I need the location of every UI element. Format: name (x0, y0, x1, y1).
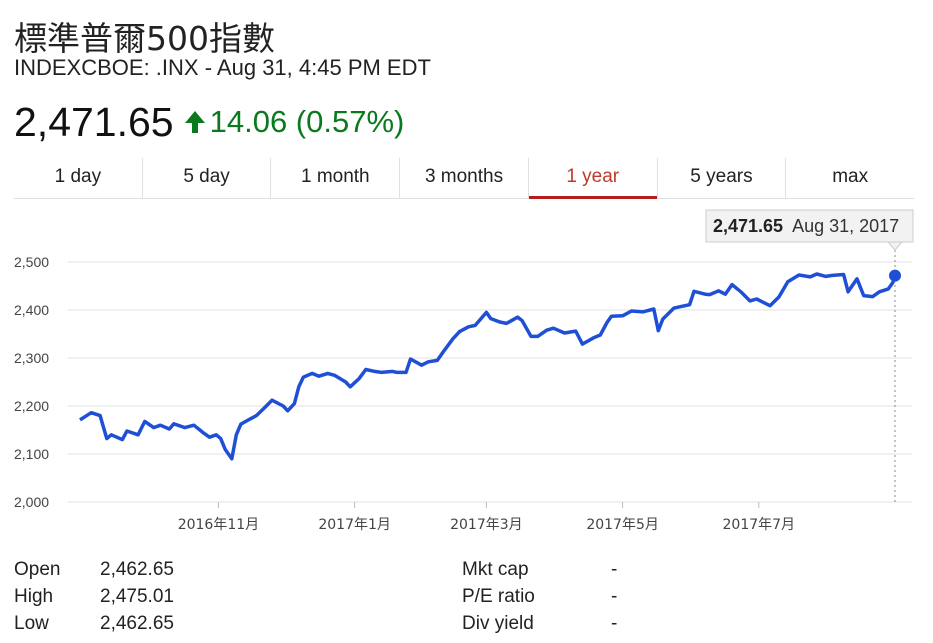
y-tick-label: 2,000 (14, 494, 49, 510)
tab-1-year[interactable]: 1 year (528, 158, 658, 199)
x-axis: 2016年11月 2017年1月 2017年3月 2017年5月 2017年7月 (178, 502, 795, 533)
tab-1-month[interactable]: 1 month (271, 158, 401, 198)
stat-low: Low 2,462.65 (14, 610, 174, 637)
stat-value: 2,462.65 (100, 559, 174, 580)
index-subtitle: INDEXCBOE: .INX - Aug 31, 4:45 PM EDT (14, 55, 431, 80)
stat-pe-ratio: P/E ratio - (462, 583, 617, 610)
tab-max[interactable]: max (832, 166, 869, 187)
last-point-marker[interactable] (889, 269, 901, 282)
tab-1-day[interactable]: 1 day (14, 158, 143, 198)
stat-value: 2,462.65 (100, 613, 174, 634)
y-axis: 2,000 2,100 2,200 2,300 2,400 2,500 (14, 254, 49, 510)
tooltip-text: 2,471.65 Aug 31, 2017 (713, 216, 899, 236)
x-tick-label: 2017年3月 (450, 517, 523, 533)
tooltip-box (705, 209, 914, 243)
stats-right: Mkt cap - P/E ratio - Div yield - (462, 556, 617, 637)
up-arrow-icon (184, 111, 205, 133)
stat-label: Div yield (462, 613, 534, 634)
stat-mkt-cap: Mkt cap - (462, 556, 617, 583)
x-tick-label: 2017年5月 (586, 517, 659, 533)
series-line (79, 272, 897, 461)
stat-div-yield: Div yield - (462, 610, 617, 637)
tooltip-pointer (886, 241, 904, 251)
stat-label: P/E ratio (462, 586, 535, 607)
y-tick-label: 2,100 (14, 446, 49, 462)
stat-value: 2,475.01 (100, 586, 174, 607)
stat-label: Open (14, 559, 61, 580)
tab-5-years[interactable]: 5 years (658, 158, 787, 198)
x-tick-label: 2016年11月 (178, 517, 259, 533)
tooltip-date: Aug 31, 2017 (792, 216, 899, 236)
stat-value: - (611, 559, 618, 580)
stat-label: High (14, 586, 54, 607)
y-tick-label: 2,400 (14, 302, 49, 318)
stats-left: Open 2,462.65 High 2,475.01 Low 2,462.65 (14, 556, 174, 637)
stat-value: - (611, 613, 618, 634)
chart-grid (68, 261, 912, 503)
range-tabs: 1 day 5 day 1 month 3 months 1 year 5 ye… (14, 158, 914, 199)
y-tick-label: 2,500 (14, 254, 49, 270)
tooltip: 2,471.65 Aug 31, 2017 (705, 209, 914, 251)
x-tick-label: 2017年7月 (723, 517, 796, 533)
stat-label: Mkt cap (462, 559, 529, 580)
price-change: 14.06 (0.57%) (209, 104, 405, 139)
price-row: 2,471.65 14.06 (0.57%) (14, 98, 404, 146)
stat-value: - (611, 586, 618, 607)
stat-open: Open 2,462.65 (14, 556, 174, 583)
tab-5-day[interactable]: 5 day (143, 158, 272, 198)
current-price: 2,471.65 (14, 98, 174, 145)
y-tick-label: 2,200 (14, 398, 49, 414)
y-tick-label: 2,300 (14, 350, 49, 366)
tab-3-months[interactable]: 3 months (400, 158, 529, 198)
page-title: 標準普爾500指數 (14, 19, 275, 58)
stat-label: Low (14, 613, 49, 634)
stat-high: High 2,475.01 (14, 583, 174, 610)
tooltip-value: 2,471.65 (713, 216, 783, 236)
x-tick-label: 2017年1月 (318, 517, 391, 533)
